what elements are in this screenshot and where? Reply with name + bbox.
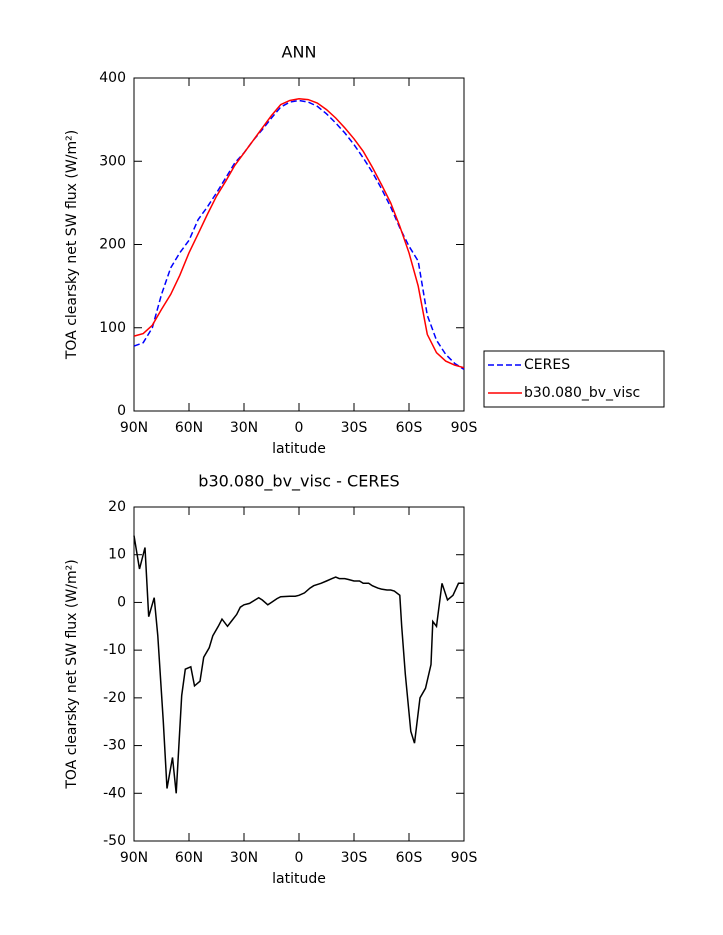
x-tick-label: 30S bbox=[341, 420, 368, 436]
y-tick-label: 100 bbox=[99, 320, 126, 336]
x-tick-label: 60N bbox=[175, 850, 203, 866]
y-tick-label: 200 bbox=[99, 237, 126, 253]
x-tick-label: 90N bbox=[120, 850, 148, 866]
y-tick-label: 10 bbox=[108, 547, 126, 563]
y-axis-label: TOA clearsky net SW flux (W/m²) bbox=[64, 559, 80, 789]
x-axis-label: latitude bbox=[272, 441, 326, 457]
x-tick-label: 60S bbox=[396, 420, 423, 436]
y-tick-label: 0 bbox=[117, 594, 126, 610]
x-tick-label: 30S bbox=[341, 850, 368, 866]
x-tick-label: 30N bbox=[230, 420, 258, 436]
plot-frame bbox=[133, 506, 465, 842]
y-tick-label: -10 bbox=[103, 642, 126, 658]
x-tick-label: 30N bbox=[230, 850, 258, 866]
legend-label: b30.080_bv_visc bbox=[524, 385, 640, 401]
x-tick-label: 90S bbox=[451, 420, 478, 436]
y-tick-label: -40 bbox=[103, 785, 126, 801]
y-tick-label: 300 bbox=[99, 153, 126, 169]
chart-title: b30.080_bv_visc - CERES bbox=[198, 472, 399, 492]
x-axis-label: latitude bbox=[272, 871, 326, 887]
plot-frame bbox=[133, 77, 465, 412]
y-tick-label: 400 bbox=[99, 70, 126, 86]
chart-title: ANN bbox=[282, 43, 317, 62]
x-tick-label: 0 bbox=[295, 850, 304, 866]
y-tick-label: -50 bbox=[103, 833, 126, 849]
data-line bbox=[133, 535, 464, 794]
y-axis-label: TOA clearsky net SW flux (W/m²) bbox=[64, 130, 80, 360]
y-tick-label: -30 bbox=[103, 738, 126, 754]
x-tick-label: 60S bbox=[396, 850, 423, 866]
x-tick-label: 90S bbox=[451, 850, 478, 866]
y-tick-label: 20 bbox=[108, 499, 126, 515]
y-tick-label: 0 bbox=[117, 403, 126, 419]
legend-label: CERES bbox=[524, 357, 570, 373]
x-tick-label: 60N bbox=[175, 420, 203, 436]
data-line bbox=[133, 99, 465, 371]
x-tick-label: 90N bbox=[120, 420, 148, 436]
legend-box bbox=[483, 350, 665, 408]
y-tick-label: -20 bbox=[103, 690, 126, 706]
x-tick-label: 0 bbox=[295, 420, 304, 436]
data-line bbox=[133, 98, 465, 369]
